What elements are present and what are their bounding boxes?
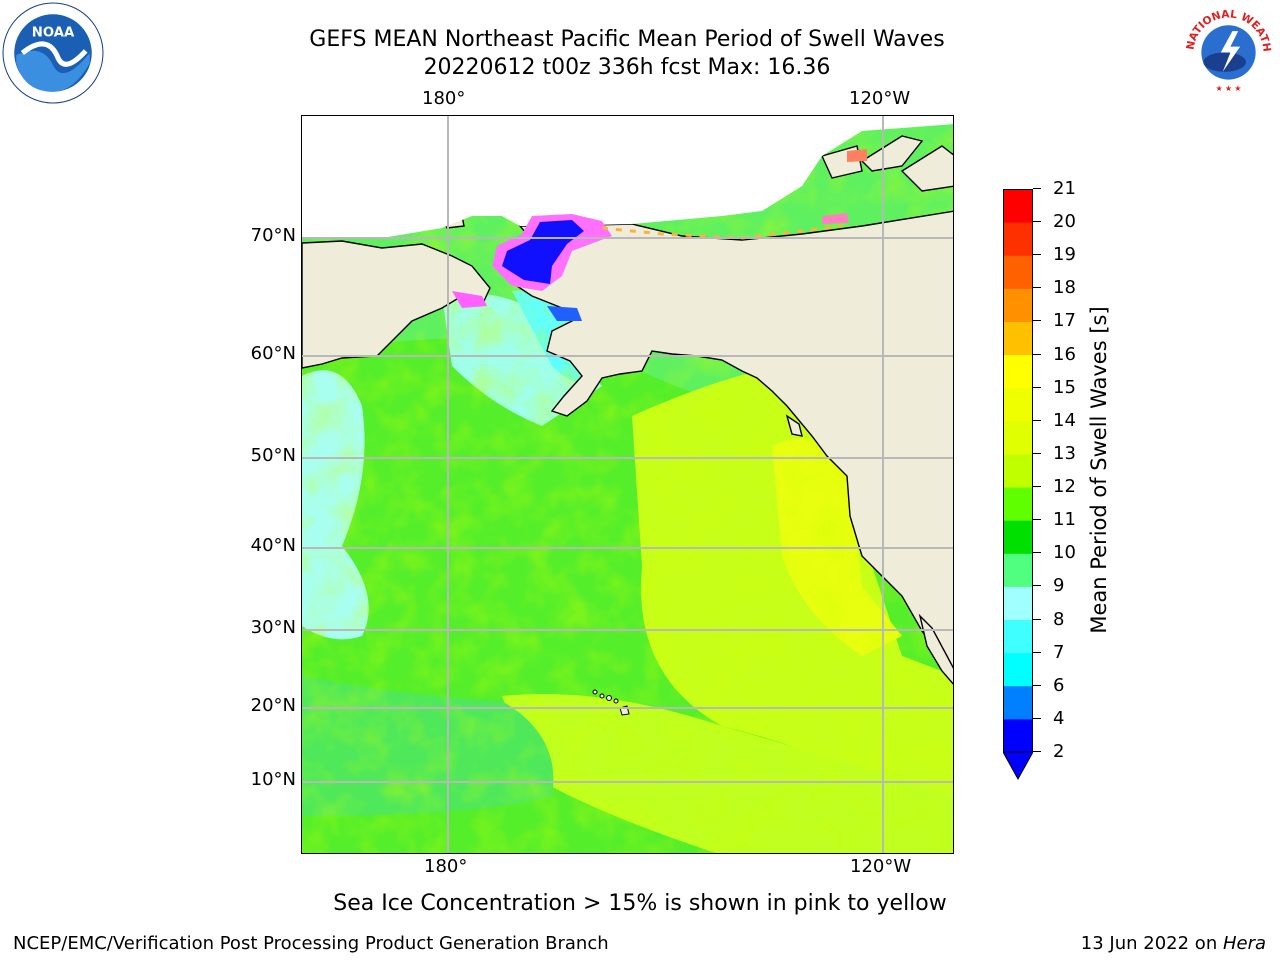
colorbar-tick-label: 18 [1053, 277, 1076, 299]
colorbar-tick-mark [1033, 618, 1041, 620]
footer-machine: Hera [1222, 933, 1266, 954]
colorbar-tick-mark [1033, 519, 1041, 521]
lat-label-10n: 10°N [250, 769, 296, 790]
sea-ice-siberia-pink [452, 291, 487, 308]
footer-date: 13 Jun 2022 on Hera [1081, 933, 1266, 954]
map-svg [302, 116, 953, 853]
colorbar-tick-mark [1033, 386, 1041, 388]
colorbar-tick-label: 12 [1053, 476, 1076, 498]
colorbar-tick-mark [1033, 221, 1041, 223]
footer-date-text: 13 Jun 2022 on [1080, 933, 1223, 954]
lon-label-top-180: 180° [422, 88, 466, 109]
colorbar-tick-mark [1033, 684, 1041, 686]
colorbar-label: Mean Period of Swell Waves [s] [1087, 306, 1111, 634]
colorbar-tick-mark [1033, 320, 1041, 322]
colorbar-tick-mark [1033, 419, 1041, 421]
colorbar-bin [1003, 553, 1033, 587]
land-arctic-island-2 [900, 145, 953, 192]
colorbar-tick-mark [1033, 452, 1041, 454]
colorbar-bin [1003, 652, 1033, 687]
arctic-open-area [302, 116, 953, 238]
colorbar-tick-label: 13 [1053, 442, 1076, 464]
colorbar-bin [1003, 354, 1033, 389]
colorbar-bin [1003, 321, 1033, 356]
lat-label-30n: 30°N [250, 617, 296, 638]
footer-organization: NCEP/EMC/Verification Post Processing Pr… [13, 933, 609, 954]
colorbar-tick-mark [1033, 552, 1041, 554]
sea-ice-note: Sea Ice Concentration > 15% is shown in … [333, 891, 947, 916]
colorbar-bin [1003, 520, 1033, 554]
colorbar-extend-min [1003, 751, 1033, 781]
chart-title: GEFS MEAN Northeast Pacific Mean Period … [309, 27, 945, 52]
colorbar-tick-mark [1033, 717, 1041, 719]
colorbar-tick-mark [1033, 486, 1041, 488]
graticule [302, 116, 953, 853]
colorbar-tick-label: 6 [1053, 674, 1065, 696]
colorbar-tick-mark [1033, 287, 1041, 289]
colorbar-tick-label: 19 [1053, 244, 1076, 266]
sea-ice-bering-blue [547, 306, 582, 321]
colorbar-tick-mark [1033, 751, 1041, 752]
noaa-logo: NOAA [2, 2, 104, 104]
colorbar-bin [1003, 586, 1033, 621]
colorbar-bin [1003, 288, 1033, 322]
colorbar-tick-label: 10 [1053, 542, 1076, 564]
map-panel [301, 115, 954, 854]
colorbar-bin [1003, 420, 1033, 455]
colorbar-bin [1003, 189, 1033, 223]
lat-label-40n: 40°N [250, 535, 296, 556]
colorbar-tick-label: 14 [1053, 409, 1076, 431]
colorbar-bin [1003, 387, 1033, 422]
colorbar-tick-mark [1033, 651, 1041, 653]
colorbar-bin [1003, 685, 1033, 720]
land-vancouver-island [785, 414, 803, 437]
lat-label-70n: 70°N [250, 225, 296, 246]
lat-label-20n: 20°N [250, 695, 296, 716]
colorbar-tick-label: 17 [1053, 310, 1076, 332]
colorbar-bin [1003, 222, 1033, 256]
sea-ice-arctic-orange [847, 149, 867, 162]
land-arctic-island-1 [860, 135, 924, 172]
lon-label-bottom-180: 180° [424, 856, 468, 877]
chart-subtitle: 20220612 t00z 336h fcst Max: 16.36 [423, 55, 831, 80]
colorbar-tick-mark [1033, 254, 1041, 256]
colorbar-tick-label: 11 [1053, 509, 1076, 531]
colorbar-tick-label: 4 [1053, 707, 1065, 729]
colorbar-tick-label: 16 [1053, 343, 1076, 365]
colorbar-bin [1003, 255, 1033, 289]
land-baja [918, 613, 953, 685]
colorbar-tick-mark [1033, 188, 1041, 189]
colorbar [1003, 189, 1033, 781]
colorbar-frame [1003, 189, 1033, 753]
colorbar-tick-label: 8 [1053, 608, 1065, 630]
colorbar-bin [1003, 487, 1033, 521]
sea-ice-chukchi-blue [502, 220, 584, 284]
colorbar-bin [1003, 453, 1033, 488]
sea-ice-layer [452, 149, 867, 321]
colorbar-tick-label: 7 [1053, 641, 1065, 663]
colorbar-bin [1003, 718, 1033, 753]
colorbar-tick-label: 2 [1053, 741, 1065, 762]
colorbar-tick-mark [1033, 353, 1041, 355]
colorbar-tick-label: 15 [1053, 376, 1076, 398]
colorbar-tick-label: 20 [1053, 211, 1076, 233]
svg-text:★ ★ ★: ★ ★ ★ [1216, 84, 1242, 93]
lon-label-bottom-120w: 120°W [850, 856, 912, 877]
noaa-logo-text: NOAA [32, 26, 75, 41]
colorbar-tick-label: 9 [1053, 575, 1065, 597]
nws-logo: NATIONAL WEATHER SERVICE ★ ★ ★ [1180, 2, 1275, 97]
lat-label-60n: 60°N [250, 343, 296, 364]
colorbar-tick-label: 21 [1053, 178, 1076, 199]
sea-ice-arctic-pink [822, 213, 849, 224]
colorbar-tick-mark [1033, 585, 1041, 587]
lon-label-top-120w: 120°W [849, 88, 911, 109]
lat-label-50n: 50°N [250, 445, 296, 466]
colorbar-bin [1003, 619, 1033, 654]
